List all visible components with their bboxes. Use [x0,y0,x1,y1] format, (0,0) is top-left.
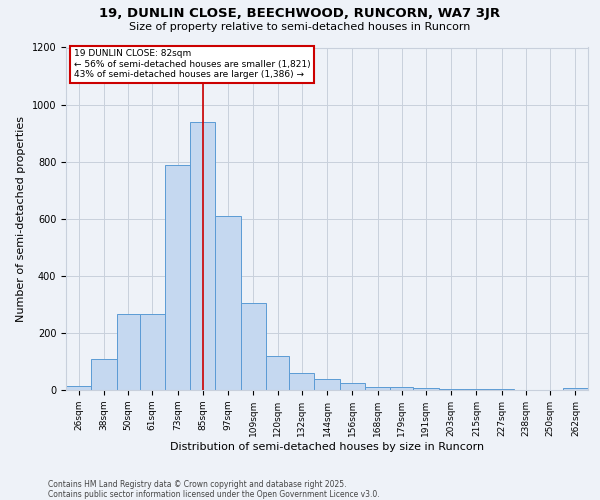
Text: 19 DUNLIN CLOSE: 82sqm
← 56% of semi-detached houses are smaller (1,821)
43% of : 19 DUNLIN CLOSE: 82sqm ← 56% of semi-det… [74,49,310,79]
Bar [165,164,190,390]
Bar [215,216,241,390]
Bar [190,122,215,390]
Bar [390,387,413,390]
Text: 19, DUNLIN CLOSE, BEECHWOOD, RUNCORN, WA7 3JR: 19, DUNLIN CLOSE, BEECHWOOD, RUNCORN, WA… [100,8,500,20]
Bar [340,383,365,390]
Text: Size of property relative to semi-detached houses in Runcorn: Size of property relative to semi-detach… [130,22,470,32]
Bar [289,373,314,390]
Text: Contains HM Land Registry data © Crown copyright and database right 2025.
Contai: Contains HM Land Registry data © Crown c… [48,480,380,499]
Bar [439,388,464,390]
Bar [66,386,91,390]
Bar [413,388,439,390]
Bar [266,356,289,390]
Bar [241,303,266,390]
Bar [140,314,165,390]
Bar [314,378,340,390]
Bar [91,358,116,390]
Bar [365,387,390,390]
Bar [464,389,489,390]
Bar [563,388,588,390]
X-axis label: Distribution of semi-detached houses by size in Runcorn: Distribution of semi-detached houses by … [170,442,484,452]
Y-axis label: Number of semi-detached properties: Number of semi-detached properties [16,116,26,322]
Bar [116,314,140,390]
